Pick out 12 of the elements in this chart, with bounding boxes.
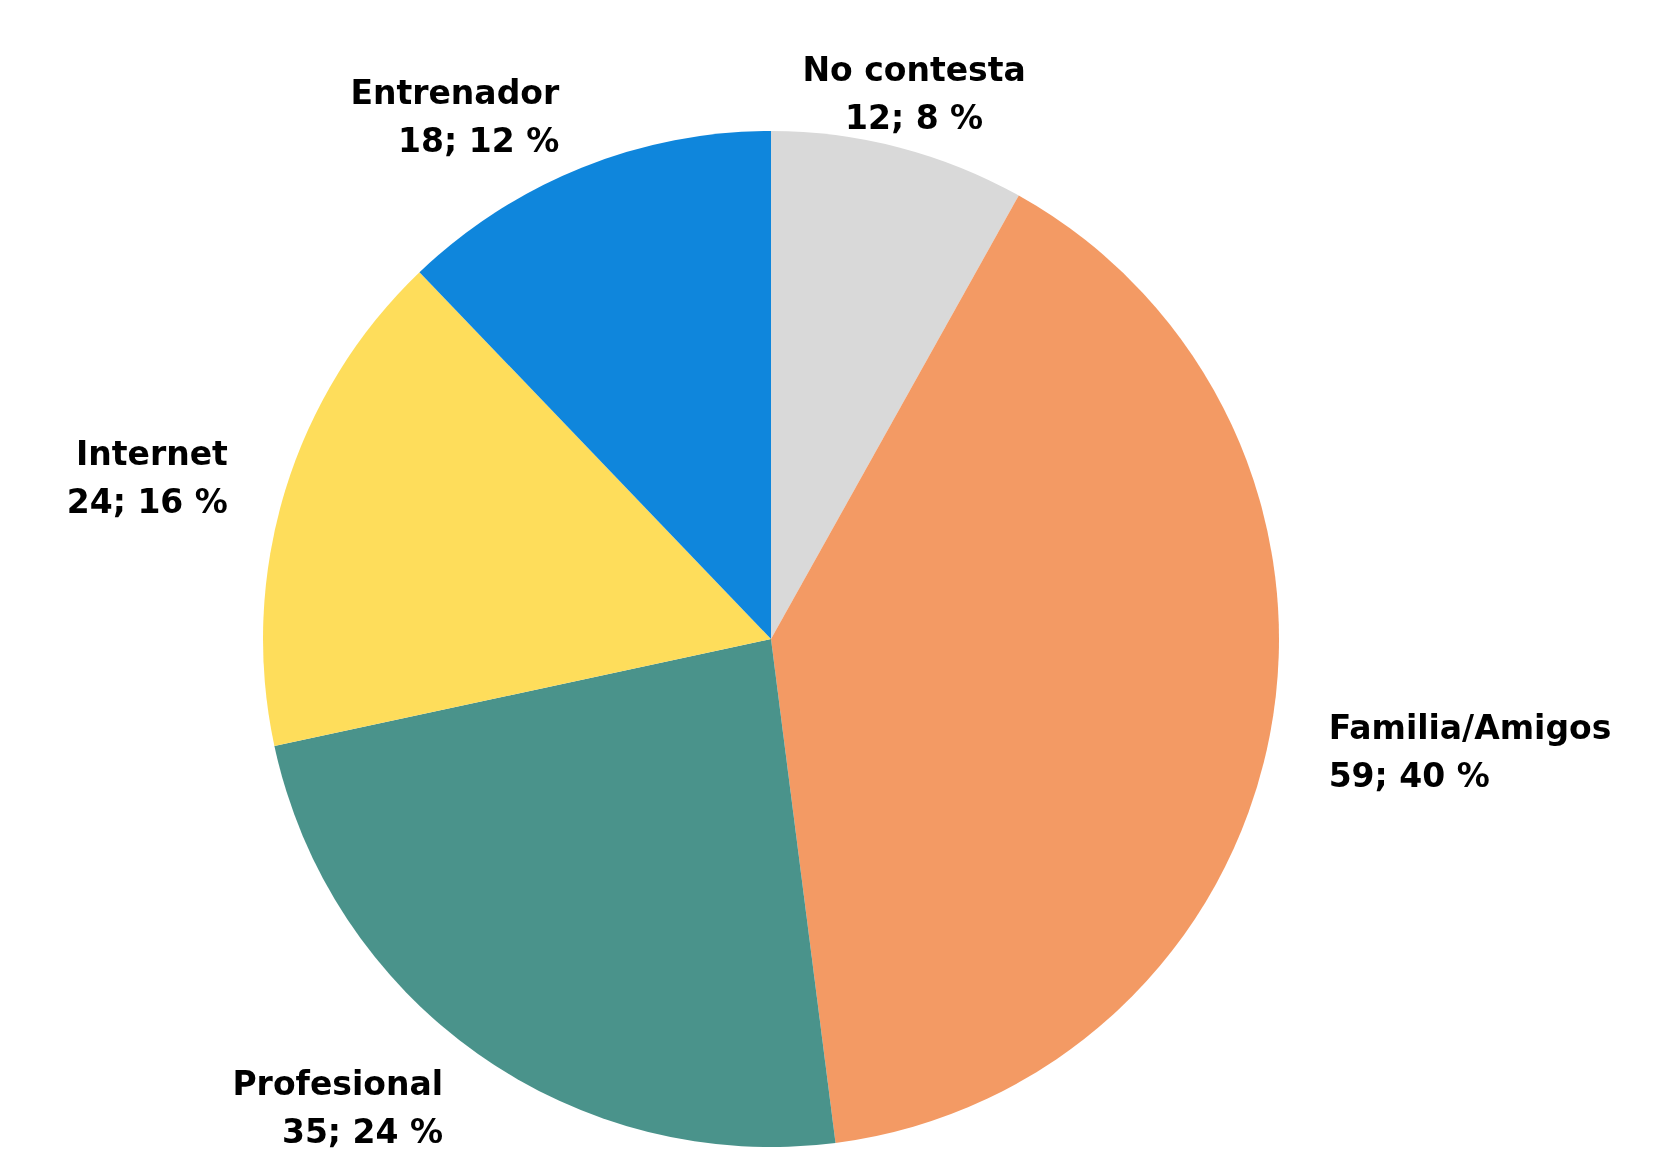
data-label: 24; 16 % (66, 481, 228, 521)
pie-slice (263, 272, 771, 747)
data-label: 18; 12 % (398, 120, 560, 160)
slice-label: Entrenador (350, 72, 560, 112)
slice-label: No contesta (802, 50, 1026, 90)
slice-label: Profesional (232, 1063, 444, 1103)
slice-label: Internet (76, 433, 229, 473)
slice-label: Familia/Amigos (1328, 707, 1612, 747)
data-label: 59; 40 % (1328, 755, 1490, 795)
data-label: 35; 24 % (281, 1111, 444, 1151)
pie-slice (771, 195, 1279, 1143)
data-label: 12; 8 % (845, 98, 984, 138)
